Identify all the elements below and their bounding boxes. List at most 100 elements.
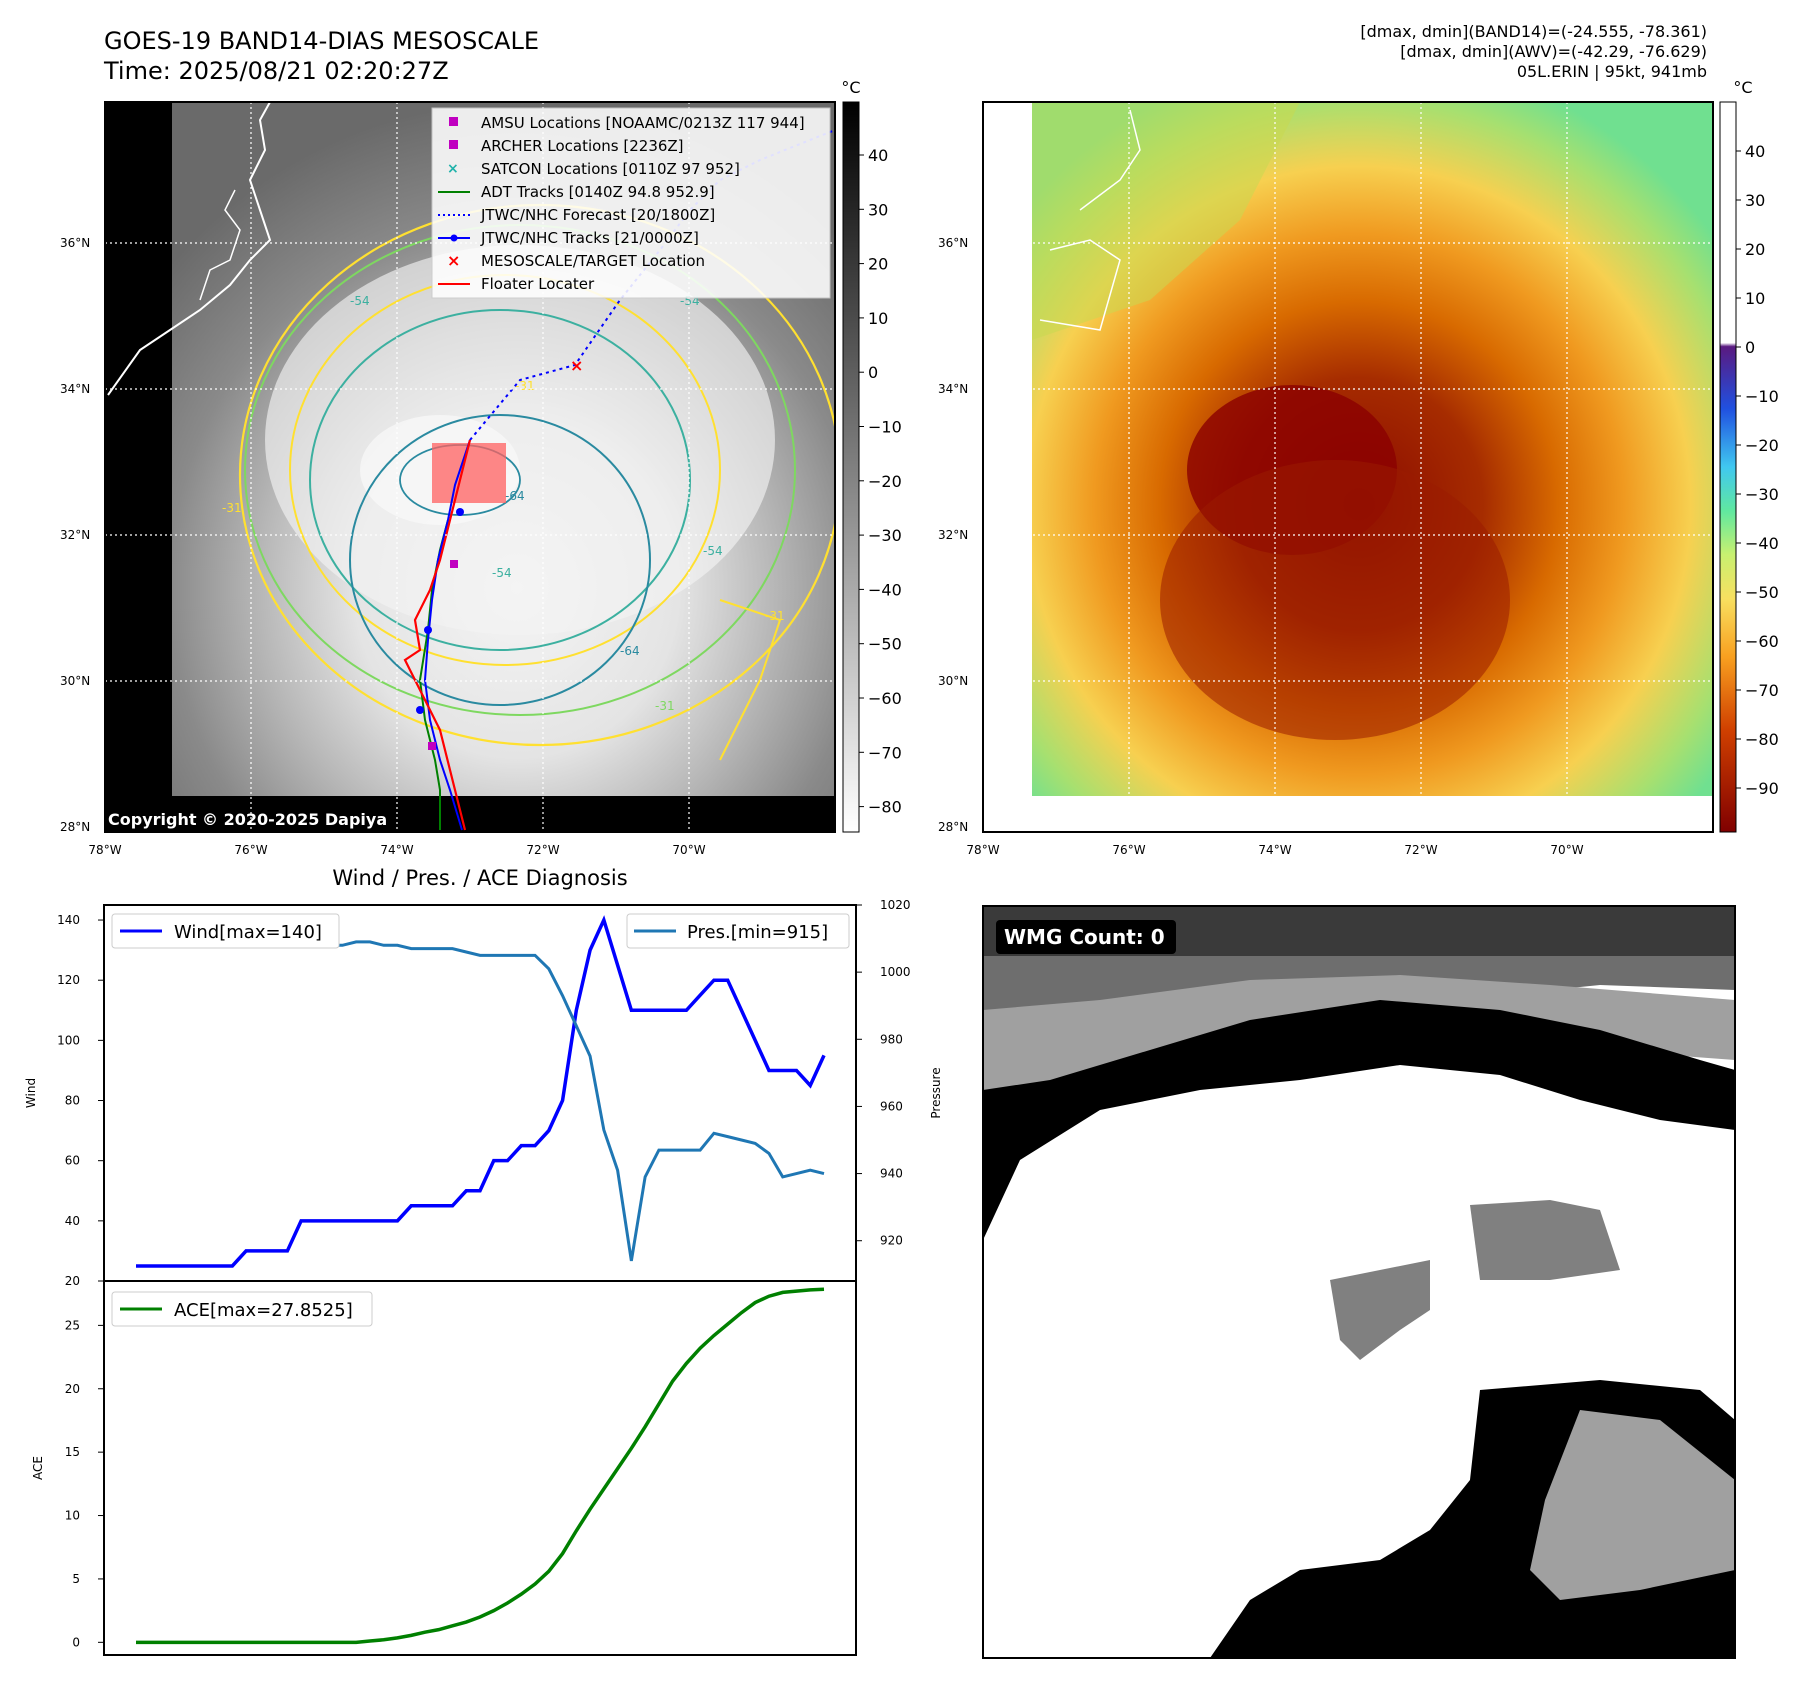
- lon-label: 78°W: [966, 843, 999, 857]
- map-title-line2: Time: 2025/08/21 02:20:27Z: [104, 57, 449, 85]
- contour-label: -31: [765, 609, 785, 623]
- ir-map-frame: [104, 101, 836, 833]
- contour-teal-outer: [309, 309, 691, 651]
- colorbar-tick-label: −20: [1745, 436, 1779, 455]
- colorbar-tick-label: −60: [1745, 632, 1779, 651]
- pressure-tick-label: 940: [880, 1167, 903, 1181]
- awv-gridlines: [983, 102, 1713, 832]
- ir-colorbar: [842, 101, 860, 833]
- pressure-series-line: [136, 920, 825, 1262]
- colorbar-tick-label: 20: [1745, 240, 1765, 259]
- pressure-legend-label: Pres.[min=915]: [687, 922, 828, 943]
- awv-inner-core: [1160, 460, 1510, 740]
- legend-icon-satcon: ×: [447, 161, 459, 177]
- lat-label: 36°N: [60, 236, 90, 250]
- contour-label: -31: [515, 379, 535, 393]
- legend-label-satcon: SATCON Locations [0110Z 97 952]: [481, 160, 740, 178]
- awv-colorbar: [1719, 101, 1737, 833]
- wmg-count-label: WMG Count: 0: [1004, 925, 1165, 949]
- lon-label: 74°W: [1258, 843, 1291, 857]
- lat-label: 28°N: [938, 820, 968, 834]
- awv-map-panel: [983, 102, 1713, 832]
- jtwc-position: [424, 626, 432, 634]
- awv-dry-region: [1032, 102, 1300, 340]
- pressure-tick-label: 1000: [880, 965, 911, 979]
- colorbar-tick-label: −30: [868, 526, 902, 545]
- awv-coastline-north: [1079, 109, 1141, 211]
- colorbar-tick-label: −50: [868, 635, 902, 654]
- ir-colorbar-unit: °C: [841, 78, 860, 97]
- lon-label: 72°W: [1404, 843, 1437, 857]
- lat-label: 32°N: [60, 528, 90, 542]
- contour-label: -54: [492, 566, 512, 580]
- floater-track: [403, 439, 472, 831]
- ace-legend-label: ACE[max=27.8525]: [174, 1300, 353, 1321]
- track-markers: ×: [416, 356, 583, 750]
- legend-icon-amsu: [449, 117, 458, 126]
- wind-series-line: [136, 915, 826, 1268]
- wmg-black-band: [983, 1000, 1735, 1240]
- ir-lon-labels: 78°W 76°W 74°W 72°W 70°W: [88, 843, 705, 857]
- wind-tick-label: 40: [65, 1214, 80, 1228]
- wind-tick-label: 140: [57, 913, 80, 927]
- colorbar-tick-label: 30: [868, 200, 888, 219]
- wmg-blob: [1330, 1260, 1430, 1360]
- legend-icon-archer: [449, 140, 458, 149]
- lon-label: 76°W: [1112, 843, 1145, 857]
- wind-legend-label: Wind[max=140]: [174, 922, 322, 943]
- colorbar-tick-label: −90: [1745, 779, 1779, 798]
- contour-label: -54: [703, 544, 723, 558]
- colorbar-tick-label: −80: [868, 798, 902, 817]
- lon-label: 78°W: [88, 843, 121, 857]
- ir-legend-box: [431, 107, 831, 299]
- copyright-text: Copyright © 2020-2025 Dapiya: [108, 810, 387, 829]
- ace-tick-label: 25: [65, 1318, 80, 1332]
- wmg-frame: [982, 905, 1736, 1659]
- colorbar-tick-label: 20: [868, 255, 888, 274]
- mesoscale-target-marker: ×: [570, 356, 583, 375]
- wind-tick-label: 60: [65, 1154, 80, 1168]
- wind-tick-label: 20: [65, 1274, 80, 1288]
- legend-label-archer: ARCHER Locations [2236Z]: [481, 137, 684, 155]
- lat-label: 28°N: [60, 820, 90, 834]
- colorbar-tick-label: 30: [1745, 191, 1765, 210]
- lat-label: 34°N: [60, 382, 90, 396]
- pressure-tick-label: 960: [880, 1099, 903, 1113]
- legend-label-forecast: JTWC/NHC Forecast [20/1800Z]: [480, 206, 715, 224]
- lon-label: 70°W: [1550, 843, 1583, 857]
- colorbar-tick-label: −50: [1745, 583, 1779, 602]
- colorbar-tick-label: −70: [868, 743, 902, 762]
- colorbar-tick-label: −20: [868, 472, 902, 491]
- colorbar-tick-label: 10: [868, 309, 888, 328]
- colorbar-tick-label: 10: [1745, 289, 1765, 308]
- lon-label: 74°W: [380, 843, 413, 857]
- info-line3: 05L.ERIN | 95kt, 941mb: [1516, 62, 1707, 81]
- lat-label: 30°N: [60, 674, 90, 688]
- lon-label: 76°W: [234, 843, 267, 857]
- awv-coastline: [1039, 239, 1121, 331]
- jtwc-position: [456, 508, 464, 516]
- ace-axis-label: ACE: [31, 1456, 45, 1480]
- pressure-tick-label: 1020: [880, 898, 911, 912]
- colorbar-tick-label: −10: [1745, 387, 1779, 406]
- lat-label: 32°N: [938, 528, 968, 542]
- ir-map-panel: -54 -31 -64 -54 -31 -64 -54 -31 -31 -54 …: [105, 102, 835, 832]
- coastline-inner: [199, 189, 241, 301]
- info-line2: [dmax, dmin](AWV)=(-42.29, -76.629): [1400, 42, 1707, 61]
- lon-label: 70°W: [672, 843, 705, 857]
- contour-labels: -54 -31 -64 -54 -31 -64 -54 -31 -31 -54: [222, 294, 785, 713]
- awv-colorbar-unit: °C: [1733, 78, 1752, 97]
- ace-tick-label: 0: [72, 1635, 80, 1649]
- wmg-blob: [1470, 1200, 1620, 1280]
- pressure-axis-label: Pressure: [929, 1067, 943, 1118]
- contour-band: [719, 599, 782, 761]
- contour-label: -31: [655, 699, 675, 713]
- pressure-tick-label: 920: [880, 1234, 903, 1248]
- ace-tick-label: 15: [65, 1445, 80, 1459]
- archer-marker: [450, 560, 458, 568]
- lon-label: 72°W: [526, 843, 559, 857]
- colorbar-tick-label: −40: [1745, 534, 1779, 553]
- ace-series-line: [136, 1287, 825, 1645]
- awv-colorbar-ticks: 40 30 20 10 0 −10 −20 −30 −40 −50 −60 −70 −80 −90: [1736, 142, 1779, 798]
